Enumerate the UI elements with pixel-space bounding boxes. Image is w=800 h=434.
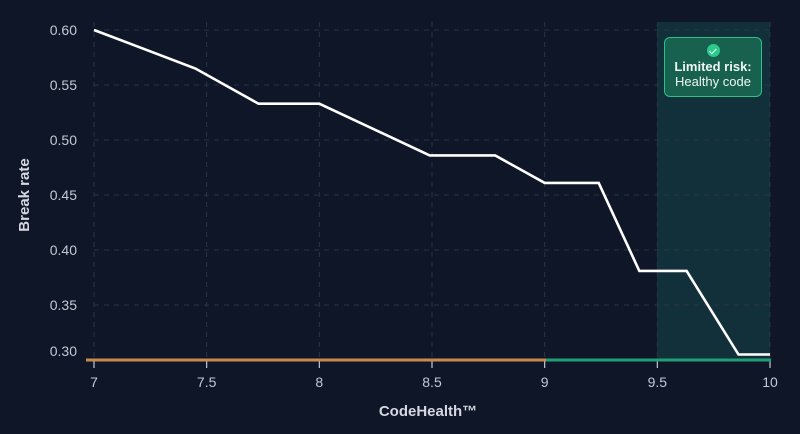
x-tick-label: 10 (762, 374, 778, 390)
y-tick-label: 0.35 (50, 297, 77, 313)
x-axis-title: CodeHealth™ (379, 403, 477, 420)
break-rate-line (93, 28, 770, 356)
y-axis-title: Break rate (16, 158, 33, 231)
badge-title: Limited risk: (674, 59, 752, 74)
y-tick-label: 0.45 (50, 187, 77, 203)
y-tick-label: 0.30 (50, 343, 77, 359)
check-circle-icon (706, 44, 720, 57)
y-tick-label: 0.55 (50, 77, 77, 93)
y-axis-ticks: 0.60 0.55 0.50 0.45 0.40 0.35 0.30 (50, 22, 77, 359)
x-axis-ticks: 7 7.5 8 8.5 9 9.5 10 (90, 360, 778, 390)
grid (93, 22, 771, 360)
badge-subtitle: Healthy code (675, 74, 751, 89)
limited-risk-badge: Limited risk: Healthy code (664, 37, 762, 97)
x-tick-label: 8.5 (422, 374, 442, 390)
x-tick-label: 8 (315, 374, 323, 390)
x-tick-label: 7 (90, 374, 98, 390)
y-tick-label: 0.40 (50, 242, 77, 258)
x-tick-label: 9 (541, 374, 549, 390)
x-tick-label: 7.5 (197, 374, 217, 390)
x-tick-label: 9.5 (648, 374, 668, 390)
y-tick-label: 0.50 (50, 132, 77, 148)
y-tick-label: 0.60 (50, 22, 77, 38)
